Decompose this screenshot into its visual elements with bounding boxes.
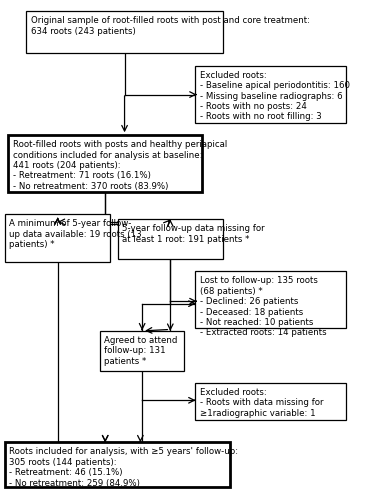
Text: Roots included for analysis, with ≥5 years' follow-up:
305 roots (144 patients):: Roots included for analysis, with ≥5 yea…	[9, 448, 239, 488]
Text: Agreed to attend
follow-up: 131
patients *: Agreed to attend follow-up: 131 patients…	[104, 336, 178, 366]
Text: Lost to follow-up: 135 roots
(68 patients) *
- Declined: 26 patients
- Deceased:: Lost to follow-up: 135 roots (68 patient…	[199, 276, 326, 338]
Text: A minimum of 5-year follow-
up data available: 19 roots (13
patients) *: A minimum of 5-year follow- up data avai…	[9, 220, 142, 249]
FancyBboxPatch shape	[5, 442, 230, 487]
Text: 5-year follow-up data missing for
at least 1 root: 191 patients *: 5-year follow-up data missing for at lea…	[122, 224, 265, 244]
FancyBboxPatch shape	[195, 66, 346, 123]
FancyBboxPatch shape	[8, 135, 202, 192]
FancyBboxPatch shape	[195, 383, 346, 420]
Text: Root-filled roots with posts and healthy periapical
conditions included for anal: Root-filled roots with posts and healthy…	[13, 140, 227, 190]
FancyBboxPatch shape	[26, 12, 223, 53]
FancyBboxPatch shape	[5, 214, 110, 262]
FancyBboxPatch shape	[195, 272, 346, 328]
FancyBboxPatch shape	[100, 331, 184, 370]
Text: Original sample of root-filled roots with post and core treatment:
634 roots (24: Original sample of root-filled roots wit…	[31, 16, 310, 36]
Text: Excluded roots:
- Baseline apical periodontitis: 160
- Missing baseline radiogra: Excluded roots: - Baseline apical period…	[199, 71, 349, 122]
Text: Excluded roots:
- Roots with data missing for
≥1radiographic variable: 1: Excluded roots: - Roots with data missin…	[199, 388, 323, 418]
FancyBboxPatch shape	[118, 220, 223, 259]
